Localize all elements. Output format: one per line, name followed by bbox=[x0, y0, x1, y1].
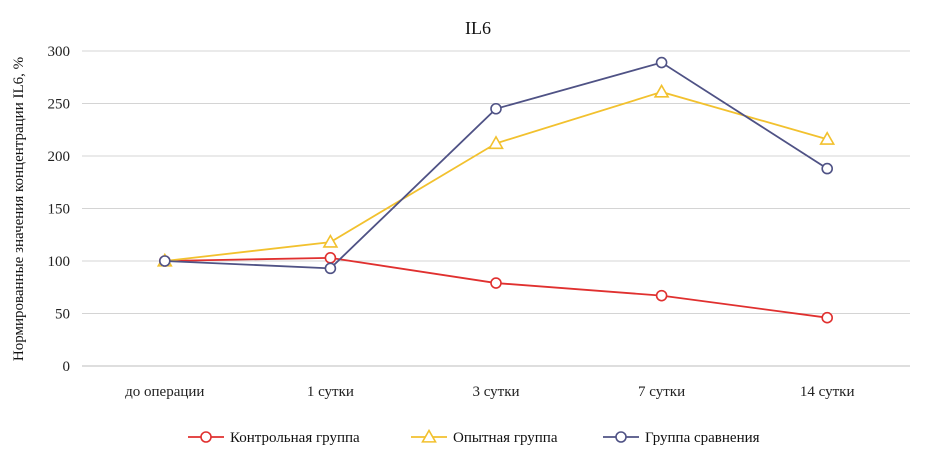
data-point bbox=[490, 102, 502, 115]
y-tick-label: 250 bbox=[48, 97, 71, 113]
legend-item: Контрольная группа bbox=[188, 430, 360, 446]
y-tick-label: 50 bbox=[55, 307, 70, 323]
data-point bbox=[200, 431, 212, 443]
series bbox=[159, 252, 834, 324]
grid-lines bbox=[82, 50, 910, 367]
legend-label: Опытная группа bbox=[453, 430, 558, 446]
data-point bbox=[490, 277, 502, 289]
x-tick-label: 7 сутки bbox=[638, 384, 685, 400]
y-tick-label: 0 bbox=[63, 359, 71, 375]
x-tick-label: до операции bbox=[125, 384, 204, 400]
legend: Контрольная группа Опытная группа Группа с… bbox=[188, 428, 760, 446]
legend-item: Опытная группа bbox=[411, 428, 558, 446]
y-tick-labels: 0 50 100 150 200 250 300 bbox=[48, 44, 71, 375]
series-group bbox=[156, 56, 836, 324]
series-line bbox=[164, 91, 828, 262]
x-tick-label: 14 сутки bbox=[800, 384, 855, 400]
data-point bbox=[322, 233, 339, 248]
x-tick-labels: до операции 1 сутки 3 сутки 7 сутки 14 сутки bbox=[125, 384, 854, 400]
data-point bbox=[653, 83, 670, 98]
data-point bbox=[655, 56, 668, 69]
y-tick-label: 100 bbox=[48, 254, 71, 270]
legend-item: Группа сравнения bbox=[603, 430, 760, 446]
chart-title: IL6 bbox=[465, 18, 491, 38]
y-axis-label: Нормированные значения концентрации IL6,… bbox=[11, 57, 27, 361]
data-point bbox=[655, 289, 668, 302]
data-point bbox=[324, 262, 337, 275]
data-point bbox=[819, 131, 836, 145]
y-tick-label: 150 bbox=[48, 202, 71, 218]
data-point bbox=[159, 255, 171, 267]
series-line bbox=[164, 61, 828, 270]
x-tick-label: 1 сутки bbox=[307, 384, 354, 400]
data-point bbox=[821, 311, 834, 324]
legend-label: Группа сравнения bbox=[645, 430, 760, 446]
data-point bbox=[821, 162, 834, 175]
data-point bbox=[615, 431, 627, 443]
data-point bbox=[324, 252, 337, 264]
data-point bbox=[488, 135, 504, 150]
series bbox=[159, 56, 834, 275]
data-point bbox=[421, 428, 437, 443]
y-tick-label: 300 bbox=[48, 44, 71, 60]
legend-label: Контрольная группа bbox=[230, 430, 360, 446]
x-tick-label: 3 сутки bbox=[472, 384, 519, 400]
y-tick-label: 200 bbox=[48, 149, 71, 165]
